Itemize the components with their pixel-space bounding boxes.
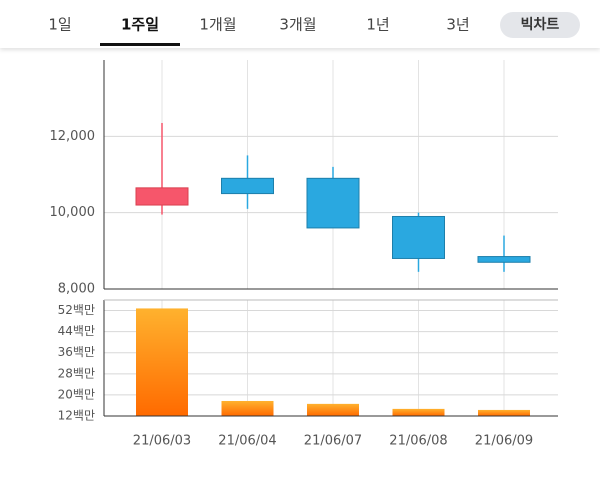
big-chart-button[interactable] bbox=[500, 12, 580, 38]
tabs: 1일 1주일 1개월 3개월 1년 3년 빅차트 bbox=[48, 12, 580, 46]
x-tick-label: 21/06/03 bbox=[133, 434, 191, 449]
y-tick-label: 12,000 bbox=[50, 129, 96, 144]
volume-bar bbox=[136, 308, 188, 416]
x-tick-label: 21/06/07 bbox=[304, 434, 362, 449]
period-tab[interactable]: 3개월 bbox=[279, 16, 316, 34]
x-tick-label: 21/06/09 bbox=[475, 434, 533, 449]
y-tick-label: 12백만 bbox=[58, 409, 95, 423]
plot: 8,000 10,000 12,000 12백만 20백만 28백만 36백만 44백만 52백… bbox=[50, 60, 558, 449]
volume-bar bbox=[221, 400, 274, 416]
volume-bar bbox=[478, 409, 530, 416]
y-tick-label: 36백만 bbox=[58, 345, 95, 359]
x-tick-label: 21/06/04 bbox=[218, 434, 276, 449]
period-tab[interactable]: 1일 bbox=[48, 16, 71, 34]
y-tick-label: 52백만 bbox=[58, 303, 95, 317]
x-tick-label: 21/06/08 bbox=[389, 434, 447, 449]
y-tick-label: 20백만 bbox=[58, 387, 95, 401]
period-tab[interactable]: 3년 bbox=[446, 16, 469, 34]
candle-body bbox=[135, 187, 189, 206]
candle-body bbox=[392, 215, 445, 259]
period-tab[interactable]: 1주일 bbox=[121, 16, 159, 34]
period-tab[interactable]: 1년 bbox=[366, 16, 389, 34]
y-tick-label: 10,000 bbox=[50, 205, 96, 220]
candle-body bbox=[221, 177, 274, 195]
big-chart-label[interactable]: 빅차트 bbox=[521, 16, 560, 33]
candle-body bbox=[306, 177, 360, 229]
period-tab[interactable]: 1개월 bbox=[199, 16, 236, 34]
volume-bar bbox=[307, 403, 359, 416]
y-tick-label: 8,000 bbox=[58, 282, 95, 297]
volume-bar bbox=[392, 408, 445, 416]
tab-bar bbox=[0, 0, 600, 48]
active-tab-underline bbox=[100, 43, 180, 46]
y-tick-label: 44백만 bbox=[58, 324, 95, 338]
candle-body bbox=[477, 256, 531, 263]
y-tick-label: 28백만 bbox=[58, 366, 95, 380]
